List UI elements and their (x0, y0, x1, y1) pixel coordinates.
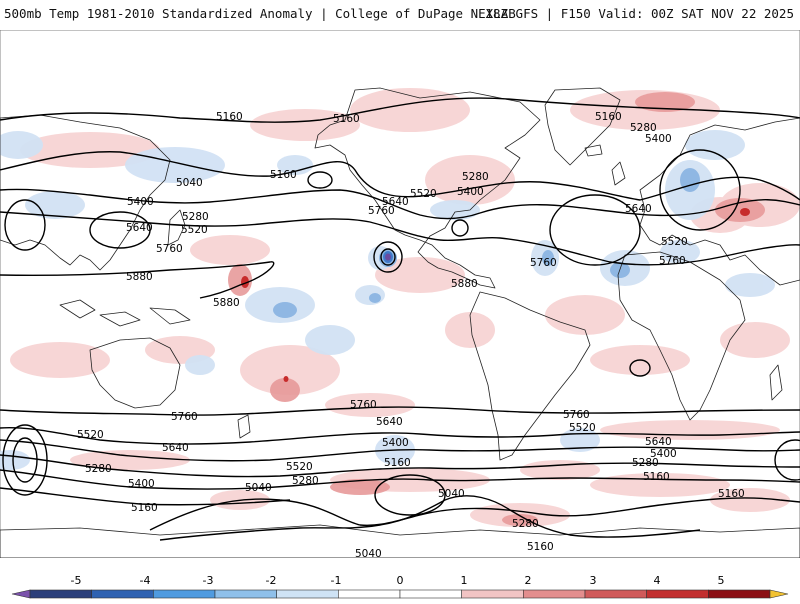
anomaly-shading (0, 88, 800, 527)
colorbar-tick-label: -3 (203, 574, 214, 587)
weather-map: 5160 5160 5160 5280 5400 5040 5160 5400 … (0, 30, 800, 558)
colorbar-tick-label: -4 (140, 574, 151, 587)
contour-label: 5040 (245, 482, 272, 494)
contour-label: 5760 (368, 205, 395, 217)
contour-label: 5760 (156, 243, 183, 255)
colorbar-tick-label: -1 (331, 574, 342, 587)
contour-label: 5160 (333, 113, 360, 125)
contour-label: 5400 (382, 437, 409, 449)
contour-label: 5280 (632, 457, 659, 469)
colorbar-ticks: -5 -4 -3 -2 -1 0 1 2 3 4 5 (71, 574, 725, 587)
contour-label: 5880 (213, 297, 240, 309)
contour-label: 5520 (661, 236, 688, 248)
contour-label: 5760 (171, 411, 198, 423)
contour-label: 5160 (527, 541, 554, 553)
contour-label: 5760 (563, 409, 590, 421)
contour-label: 5520 (569, 422, 596, 434)
colorbar-segment (461, 589, 524, 599)
colorbar-tick-label: -5 (71, 574, 82, 587)
contour-label: 5400 (457, 186, 484, 198)
contour-label: 5280 (292, 475, 319, 487)
colorbar-end-cap (11, 589, 31, 599)
colorbar-segment (29, 589, 92, 599)
contour-label: 5880 (451, 278, 478, 290)
contour-label: 5640 (376, 416, 403, 428)
contour-label: 5280 (182, 211, 209, 223)
colorbar-tick-label: 1 (461, 574, 468, 587)
colorbar-segment (584, 589, 647, 599)
contour-label: 5760 (659, 255, 686, 267)
contour-label: 5280 (630, 122, 657, 134)
colorbar-tick-label: 5 (718, 574, 725, 587)
contour-label: 5760 (350, 399, 377, 411)
contour-label: 5160 (131, 502, 158, 514)
contour-label: 5160 (643, 471, 670, 483)
contour-label: 5280 (85, 463, 112, 475)
contour-label: 5040 (438, 488, 465, 500)
model-run-info: 18Z GFS | F150 Valid: 00Z SAT NOV 22 202… (485, 6, 794, 21)
colorbar-segment (153, 589, 216, 599)
contour-label: 5160 (384, 457, 411, 469)
colorbar-segments (11, 589, 789, 599)
contour-label: 5640 (645, 436, 672, 448)
contour-label: 5040 (355, 548, 382, 558)
contour-label: 5280 (462, 171, 489, 183)
contour-label: 5400 (650, 448, 677, 460)
contour-label: 5160 (270, 169, 297, 181)
contour-label: 5400 (127, 196, 154, 208)
contour-label: 5520 (181, 224, 208, 236)
colorbar-segment (399, 589, 462, 599)
contour-label: 5640 (126, 222, 153, 234)
contour-label: 5040 (176, 177, 203, 189)
contour-label: 5160 (216, 111, 243, 123)
colorbar-tick-label: 3 (590, 574, 597, 587)
contour-label: 5760 (530, 257, 557, 269)
colorbar-segment (523, 589, 586, 599)
colorbar-tick-label: 4 (654, 574, 661, 587)
contour-label: 5520 (410, 188, 437, 200)
colorbar-segment (338, 589, 401, 599)
contour-label: 5400 (645, 133, 672, 145)
colorbar-segment (91, 589, 154, 599)
colorbar-tick-label: -2 (266, 574, 277, 587)
contour-label: 5880 (126, 271, 153, 283)
colorbar-segment (646, 589, 709, 599)
colorbar-segment (708, 589, 771, 599)
colorbar-segment (276, 589, 339, 599)
contour-label: 5640 (162, 442, 189, 454)
colorbar-tick-label: 0 (397, 574, 404, 587)
contour-label: 5160 (718, 488, 745, 500)
contour-label: 5400 (128, 478, 155, 490)
contour-label: 5640 (382, 196, 409, 208)
contour-label: 5520 (77, 429, 104, 441)
contour-label: 5640 (625, 203, 652, 215)
chart-title: 500mb Temp 1981-2010 Standardized Anomal… (4, 6, 516, 21)
colorbar-end-cap (769, 589, 789, 599)
height-contours (0, 97, 800, 541)
colorbar-tick-label: 2 (525, 574, 532, 587)
contour-label: 5520 (286, 461, 313, 473)
contour-label: 5160 (595, 111, 622, 123)
contour-label: 5280 (512, 518, 539, 530)
coastlines (0, 87, 800, 558)
anomaly-colorbar: -5 -4 -3 -2 -1 0 1 2 3 4 5 (0, 572, 800, 600)
colorbar-segment (214, 589, 277, 599)
contour-labels: 5160 5160 5160 5280 5400 5040 5160 5400 … (77, 111, 745, 558)
